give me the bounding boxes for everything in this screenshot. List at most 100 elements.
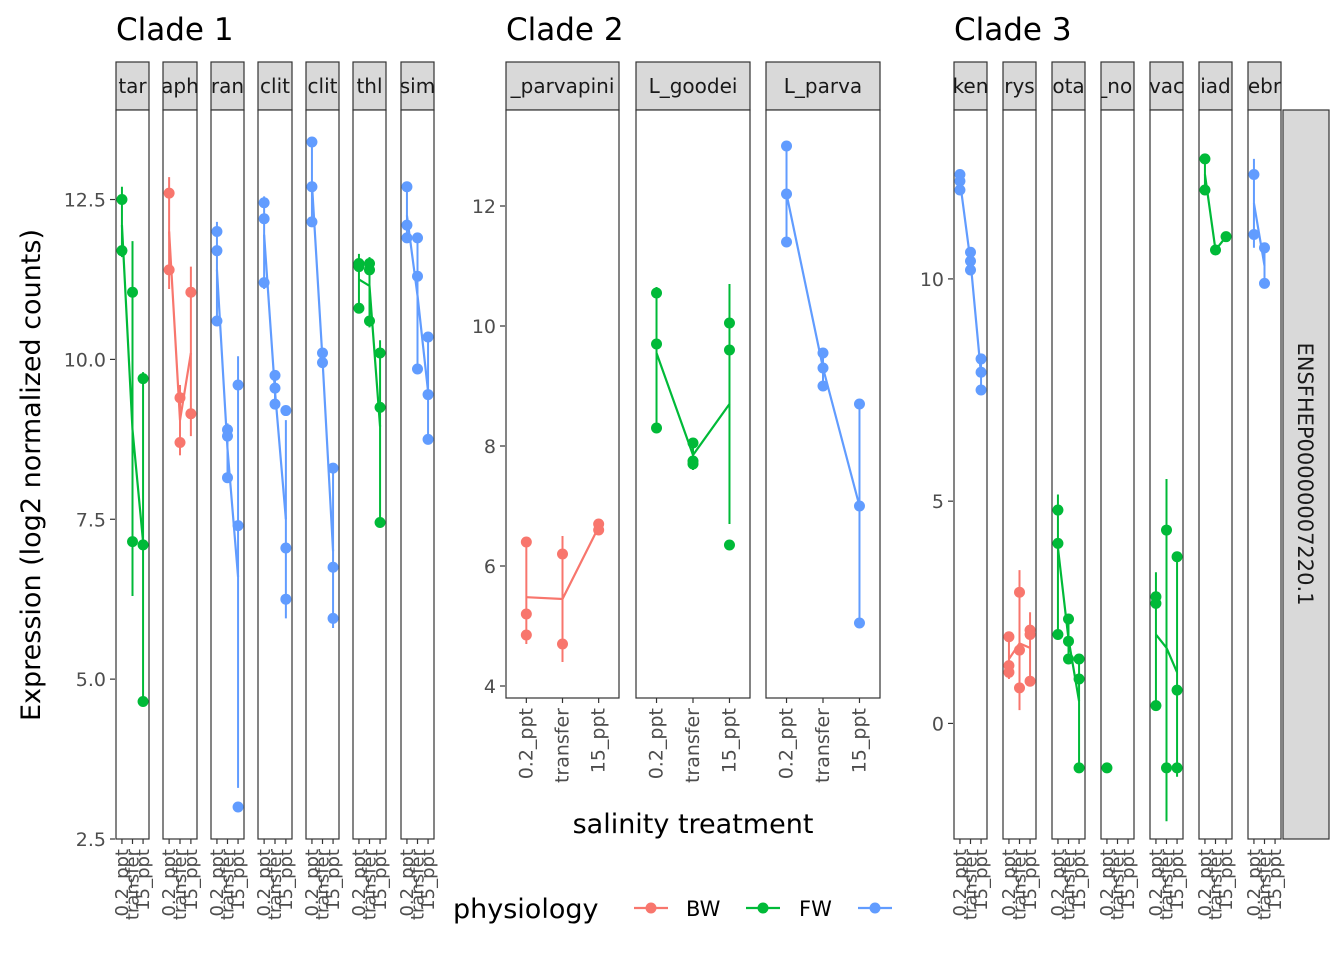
x-tick-label: 0.2_ppt — [302, 849, 323, 917]
data-point — [137, 696, 149, 708]
data-point — [116, 245, 128, 257]
data-point — [1171, 684, 1183, 696]
data-point — [651, 422, 663, 434]
data-point — [127, 286, 138, 298]
legend-key-fw — [746, 902, 780, 914]
facet-strip-label: sim — [400, 74, 435, 98]
y-tick-label: 10.0 — [64, 349, 106, 371]
data-point — [723, 317, 735, 329]
facet-strip — [400, 61, 435, 111]
data-point — [1052, 537, 1064, 549]
y-tick-label: 5 — [932, 491, 944, 513]
data-point — [374, 516, 386, 528]
data-point — [116, 194, 128, 206]
data-point — [306, 216, 318, 228]
data-point — [1150, 700, 1162, 712]
data-point — [1073, 762, 1085, 774]
data-point — [412, 363, 423, 375]
x-tick-label: 15_ppt — [370, 849, 391, 911]
facet-strip-label: vac — [1149, 74, 1184, 98]
clade-title-3: Clade 3 — [954, 12, 1072, 48]
facet-strip — [352, 61, 387, 111]
x-tick-label: transfer — [123, 848, 144, 920]
y-tick-label: 12.5 — [64, 190, 106, 212]
data-point — [280, 405, 292, 417]
y-tick-label: 5.0 — [76, 669, 106, 691]
data-point — [211, 226, 223, 237]
facet-strip-label: L_parva — [784, 74, 862, 98]
data-point — [651, 338, 663, 350]
data-point — [232, 520, 244, 532]
data-point — [1073, 673, 1085, 685]
x-tick-label: transfer — [170, 848, 191, 920]
x-tick-label: 15_ppt — [181, 849, 202, 911]
data-point — [258, 213, 270, 225]
y-tick-label: 8 — [484, 436, 496, 458]
facet-panel-frame — [162, 109, 198, 840]
data-point — [401, 232, 413, 244]
x-tick-label: transfer — [313, 848, 334, 920]
facet-strip — [1002, 61, 1037, 111]
facet-strip — [1247, 61, 1282, 111]
x-tick-label: 15_ppt — [418, 849, 439, 911]
facet-strip-label: thl — [356, 74, 382, 98]
x-tick-label: 15_ppt — [588, 708, 610, 773]
clade-title-1: Clade 1 — [116, 12, 234, 48]
data-point — [965, 264, 976, 276]
data-point — [327, 462, 339, 474]
data-point — [232, 379, 244, 391]
data-point — [853, 617, 865, 629]
data-point — [306, 136, 318, 148]
x-tick-label: 0.2_ppt — [159, 849, 180, 917]
clade-title-2: Clade 2 — [506, 12, 624, 48]
facet-strip-label: ran — [211, 74, 244, 98]
data-point — [1199, 184, 1211, 196]
facet-strip — [1198, 61, 1233, 111]
x-tick-label: transfer — [552, 708, 574, 783]
data-point — [1210, 244, 1221, 256]
data-point — [687, 458, 699, 470]
facet-strip-label: iad — [1200, 74, 1231, 98]
facet-strip-label: tar — [118, 74, 147, 98]
data-point — [222, 430, 233, 442]
data-point — [1248, 168, 1260, 180]
facet-panel-clade2-3: L_parva 0.2_ppt transfer 15_ppt — [765, 61, 881, 783]
data-point — [1150, 597, 1162, 609]
x-tick-label: 0.2_ppt — [112, 849, 133, 917]
y-tick-label: 2.5 — [76, 829, 106, 851]
data-point — [269, 398, 281, 410]
data-point — [853, 500, 865, 512]
data-point — [817, 380, 829, 392]
data-point — [1199, 153, 1211, 165]
facet-strip — [210, 61, 245, 111]
y-tick-label: 7.5 — [76, 509, 106, 531]
x-tick-label: 15_ppt — [1118, 849, 1139, 911]
facet-strip — [305, 61, 340, 111]
data-point — [954, 184, 966, 196]
data-point — [174, 392, 186, 404]
x-tick-label: 15_ppt — [1265, 849, 1286, 911]
x-tick-label: 0.2_ppt — [254, 849, 275, 917]
data-point — [269, 382, 281, 394]
data-point — [401, 181, 413, 193]
facet-strip — [635, 61, 751, 111]
facet-strip-label: clit — [260, 74, 290, 98]
x-tick-label: 15_ppt — [971, 849, 992, 911]
data-point — [975, 353, 987, 365]
data-point — [687, 437, 699, 449]
data-point — [781, 236, 793, 248]
side-strip-label: ENSFHEP00000007220.1 — [1293, 342, 1317, 605]
facet-strip-label: rys — [1004, 74, 1034, 98]
data-point — [1024, 675, 1036, 687]
data-point — [374, 401, 386, 413]
legend: physiology BW FW — [453, 894, 892, 925]
data-point — [163, 264, 175, 276]
x-tick-label: 0.2_ppt — [515, 708, 537, 779]
facet-panel-frame — [1002, 109, 1037, 840]
data-point — [269, 369, 281, 381]
